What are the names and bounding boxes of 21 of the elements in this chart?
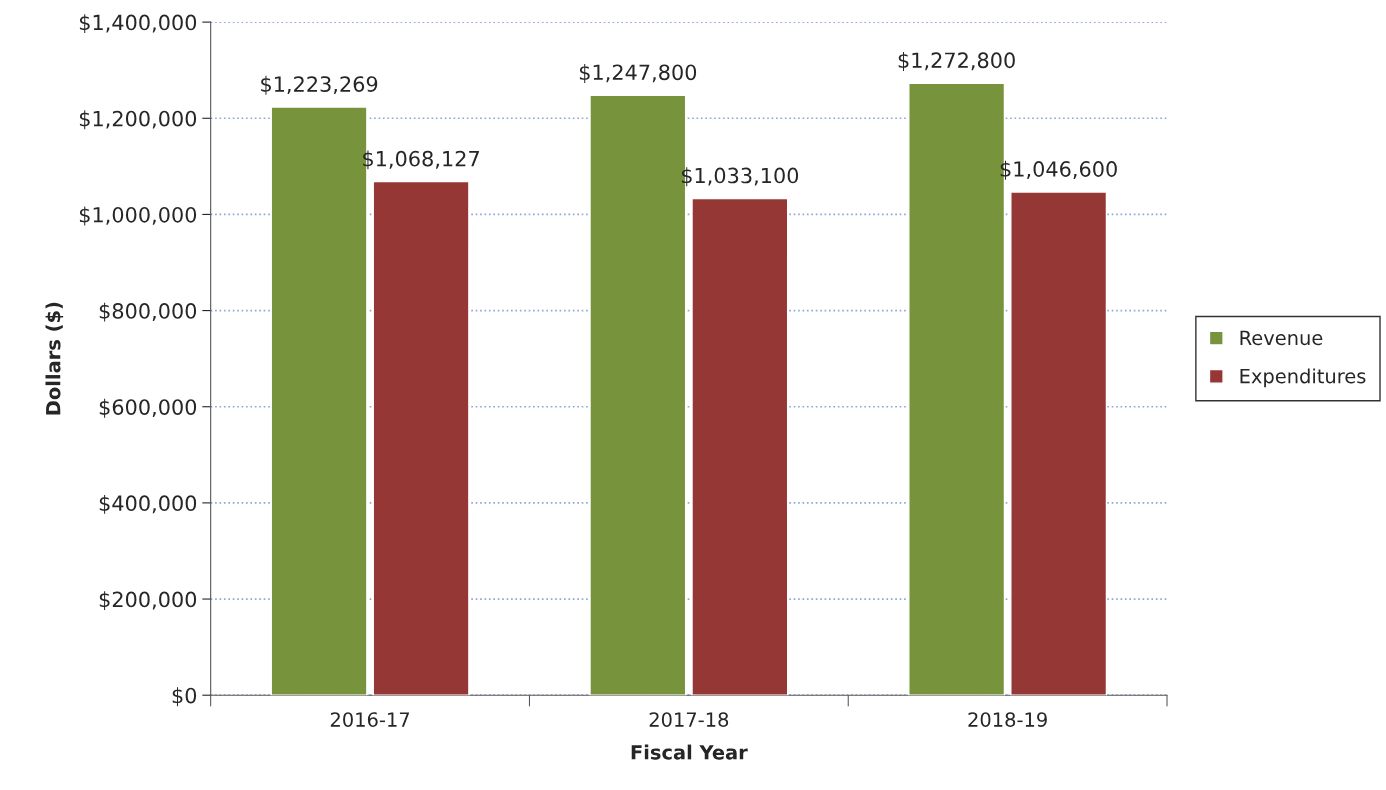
- x-tick-label: 2017-18: [649, 712, 729, 727]
- x-tick-label: 2018-19: [968, 712, 1047, 727]
- y-tick-label: $1,000,000: [79, 206, 197, 226]
- y-tick-label: $800,000: [99, 302, 197, 322]
- bar: [1010, 191, 1108, 696]
- y-axis-title: Dollars ($): [45, 302, 64, 415]
- y-tick-label: $200,000: [99, 591, 197, 611]
- bar: [372, 180, 470, 696]
- y-tick-label: $1,400,000: [79, 14, 197, 34]
- y-tick-label: $0: [172, 687, 197, 707]
- y-tick-label: $600,000: [99, 398, 197, 418]
- data-label: $1,247,800: [579, 64, 697, 83]
- bar: [691, 197, 789, 696]
- data-label: $1,223,269: [261, 75, 378, 95]
- data-label: $1,272,800: [898, 52, 1015, 71]
- y-tick-label: $400,000: [99, 494, 197, 514]
- y-tick-label: $1,200,000: [79, 110, 197, 130]
- legend-label: Revenue: [1240, 330, 1323, 346]
- legend-label: Expenditures: [1240, 368, 1366, 388]
- x-tick-label: 2016-17: [330, 712, 410, 727]
- x-axis-title: Fiscal Year: [631, 744, 748, 760]
